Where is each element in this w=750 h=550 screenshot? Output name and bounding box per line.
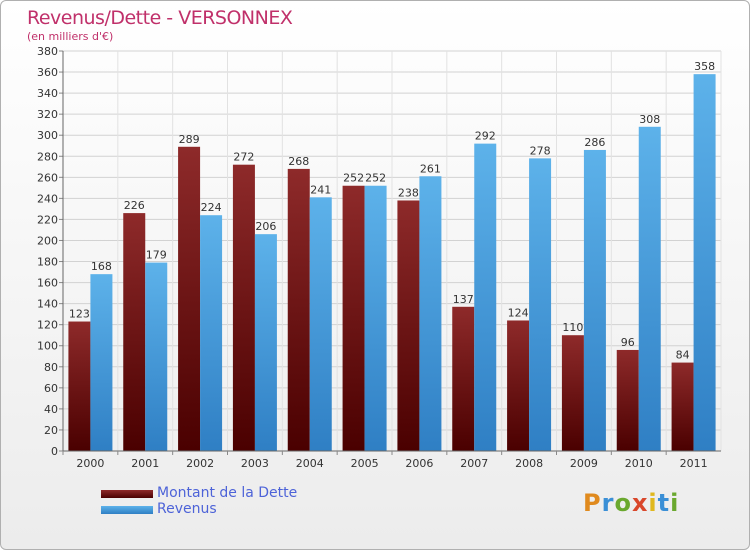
bar-revenue-2004: [309, 197, 332, 451]
x-tick-label: 2008: [515, 457, 543, 470]
bar-debt-2001: [123, 213, 146, 451]
data-label: 224: [201, 201, 222, 214]
x-tick-label: 2003: [241, 457, 269, 470]
bar-revenue-2008: [529, 158, 552, 452]
bar-revenue-2001: [145, 262, 168, 451]
data-label: 84: [676, 349, 690, 362]
data-label: 179: [146, 249, 167, 262]
axes: 0 20 40 60 80 100 120 140 160 180 200 220 240 260 280 3…: [37, 45, 721, 470]
bar-debt-2003: [232, 164, 255, 451]
data-label: 238: [398, 186, 419, 199]
data-label: 168: [91, 260, 112, 273]
x-tick-label: 2006: [405, 457, 433, 470]
x-tick-label: 2002: [186, 457, 214, 470]
logo-letter: i: [670, 489, 680, 517]
y-tick-label: 100: [37, 340, 58, 353]
y-tick-label: 280: [37, 150, 58, 163]
bar-debt-2006: [397, 200, 420, 451]
y-tick-label: 40: [44, 403, 58, 416]
bar-revenue-2000: [90, 274, 113, 451]
data-label: 278: [530, 144, 551, 157]
data-label: 137: [453, 293, 474, 306]
data-label: 286: [584, 136, 605, 149]
bar-revenue-2003: [254, 234, 277, 451]
y-tick-label: 240: [37, 192, 58, 205]
data-label: 252: [365, 172, 386, 185]
data-label: 226: [124, 199, 145, 212]
bar-debt-2010: [616, 349, 639, 451]
bar-debt-2000: [68, 321, 91, 451]
x-tick-label: 2011: [680, 457, 708, 470]
data-label: 124: [508, 306, 529, 319]
legend-label-debt: Montant de la Dette: [157, 485, 298, 501]
x-tick-label: 2007: [460, 457, 488, 470]
y-tick-label: 320: [37, 108, 58, 121]
x-tick-label: 2001: [131, 457, 159, 470]
bar-debt-2008: [507, 320, 530, 451]
data-label: 96: [621, 336, 635, 349]
bar-revenue-2007: [474, 143, 497, 451]
bar-debt-2002: [178, 146, 201, 451]
chart-title: Revenus/Dette - VERSONNEX: [27, 7, 293, 29]
bar-revenue-2010: [638, 126, 661, 451]
x-tick-label: 2010: [625, 457, 653, 470]
x-tick-label: 2000: [76, 457, 104, 470]
data-label: 252: [343, 172, 364, 185]
data-label: 261: [420, 162, 441, 175]
y-tick-label: 360: [37, 66, 58, 79]
logo-letter: P: [583, 489, 602, 517]
bar-debt-2007: [452, 306, 475, 451]
proxiti-logo: Proxiti: [583, 489, 679, 517]
legend-swatch-revenue: [101, 506, 153, 514]
bar-debt-2004: [287, 168, 310, 452]
data-label: 272: [233, 151, 254, 164]
data-label: 292: [475, 130, 496, 143]
bar-revenue-2011: [693, 74, 716, 451]
data-label: 268: [288, 155, 309, 168]
y-tick-label: 0: [51, 445, 58, 458]
y-tick-label: 200: [37, 234, 58, 247]
bar-revenue-2006: [419, 176, 442, 451]
legend-swatch-debt: [101, 490, 153, 498]
legend-label-revenue: Revenus: [157, 501, 217, 517]
bar-debt-2009: [561, 335, 584, 451]
chart-subtitle: (en milliers d'€): [27, 30, 114, 43]
grid-lines: [62, 50, 722, 452]
y-tick-label: 220: [37, 213, 58, 226]
data-label: 358: [694, 60, 715, 73]
x-tick-label: 2009: [570, 457, 598, 470]
data-label: 289: [179, 133, 200, 146]
bar-revenue-2005: [364, 185, 387, 451]
y-tick-label: 300: [37, 129, 58, 142]
logo-letter: i: [648, 489, 658, 517]
data-label: 308: [639, 113, 660, 126]
y-tick-label: 120: [37, 319, 58, 332]
data-label: 123: [69, 308, 90, 321]
y-tick-label: 160: [37, 277, 58, 290]
y-tick-label: 60: [44, 382, 58, 395]
bar-debt-2005: [342, 185, 365, 451]
data-label: 110: [562, 321, 583, 334]
bar-chart: 123 226 289 272 268 252 238 137 124 110 96 84 168 179…: [37, 45, 722, 470]
y-tick-label: 140: [37, 298, 58, 311]
x-tick-label: 2004: [296, 457, 324, 470]
bar-debt-2011: [671, 362, 694, 451]
bar-revenue-2002: [200, 215, 223, 451]
y-tick-label: 340: [37, 87, 58, 100]
logo-letter: o: [614, 489, 632, 517]
y-tick-label: 380: [37, 45, 58, 58]
y-tick-label: 20: [44, 424, 58, 437]
data-label: 241: [310, 183, 331, 196]
y-tick-label: 80: [44, 361, 58, 374]
data-label: 206: [255, 220, 276, 233]
logo-letter: x: [631, 489, 649, 517]
bar-revenue-2009: [583, 149, 606, 451]
y-tick-label: 180: [37, 256, 58, 269]
logo-letter: r: [601, 489, 615, 517]
logo-letter: t: [657, 489, 671, 517]
bars: 123 226 289 272 268 252 238 137 124 110 96 84 168 179…: [68, 60, 716, 452]
x-tick-label: 2005: [351, 457, 379, 470]
y-tick-label: 260: [37, 171, 58, 184]
